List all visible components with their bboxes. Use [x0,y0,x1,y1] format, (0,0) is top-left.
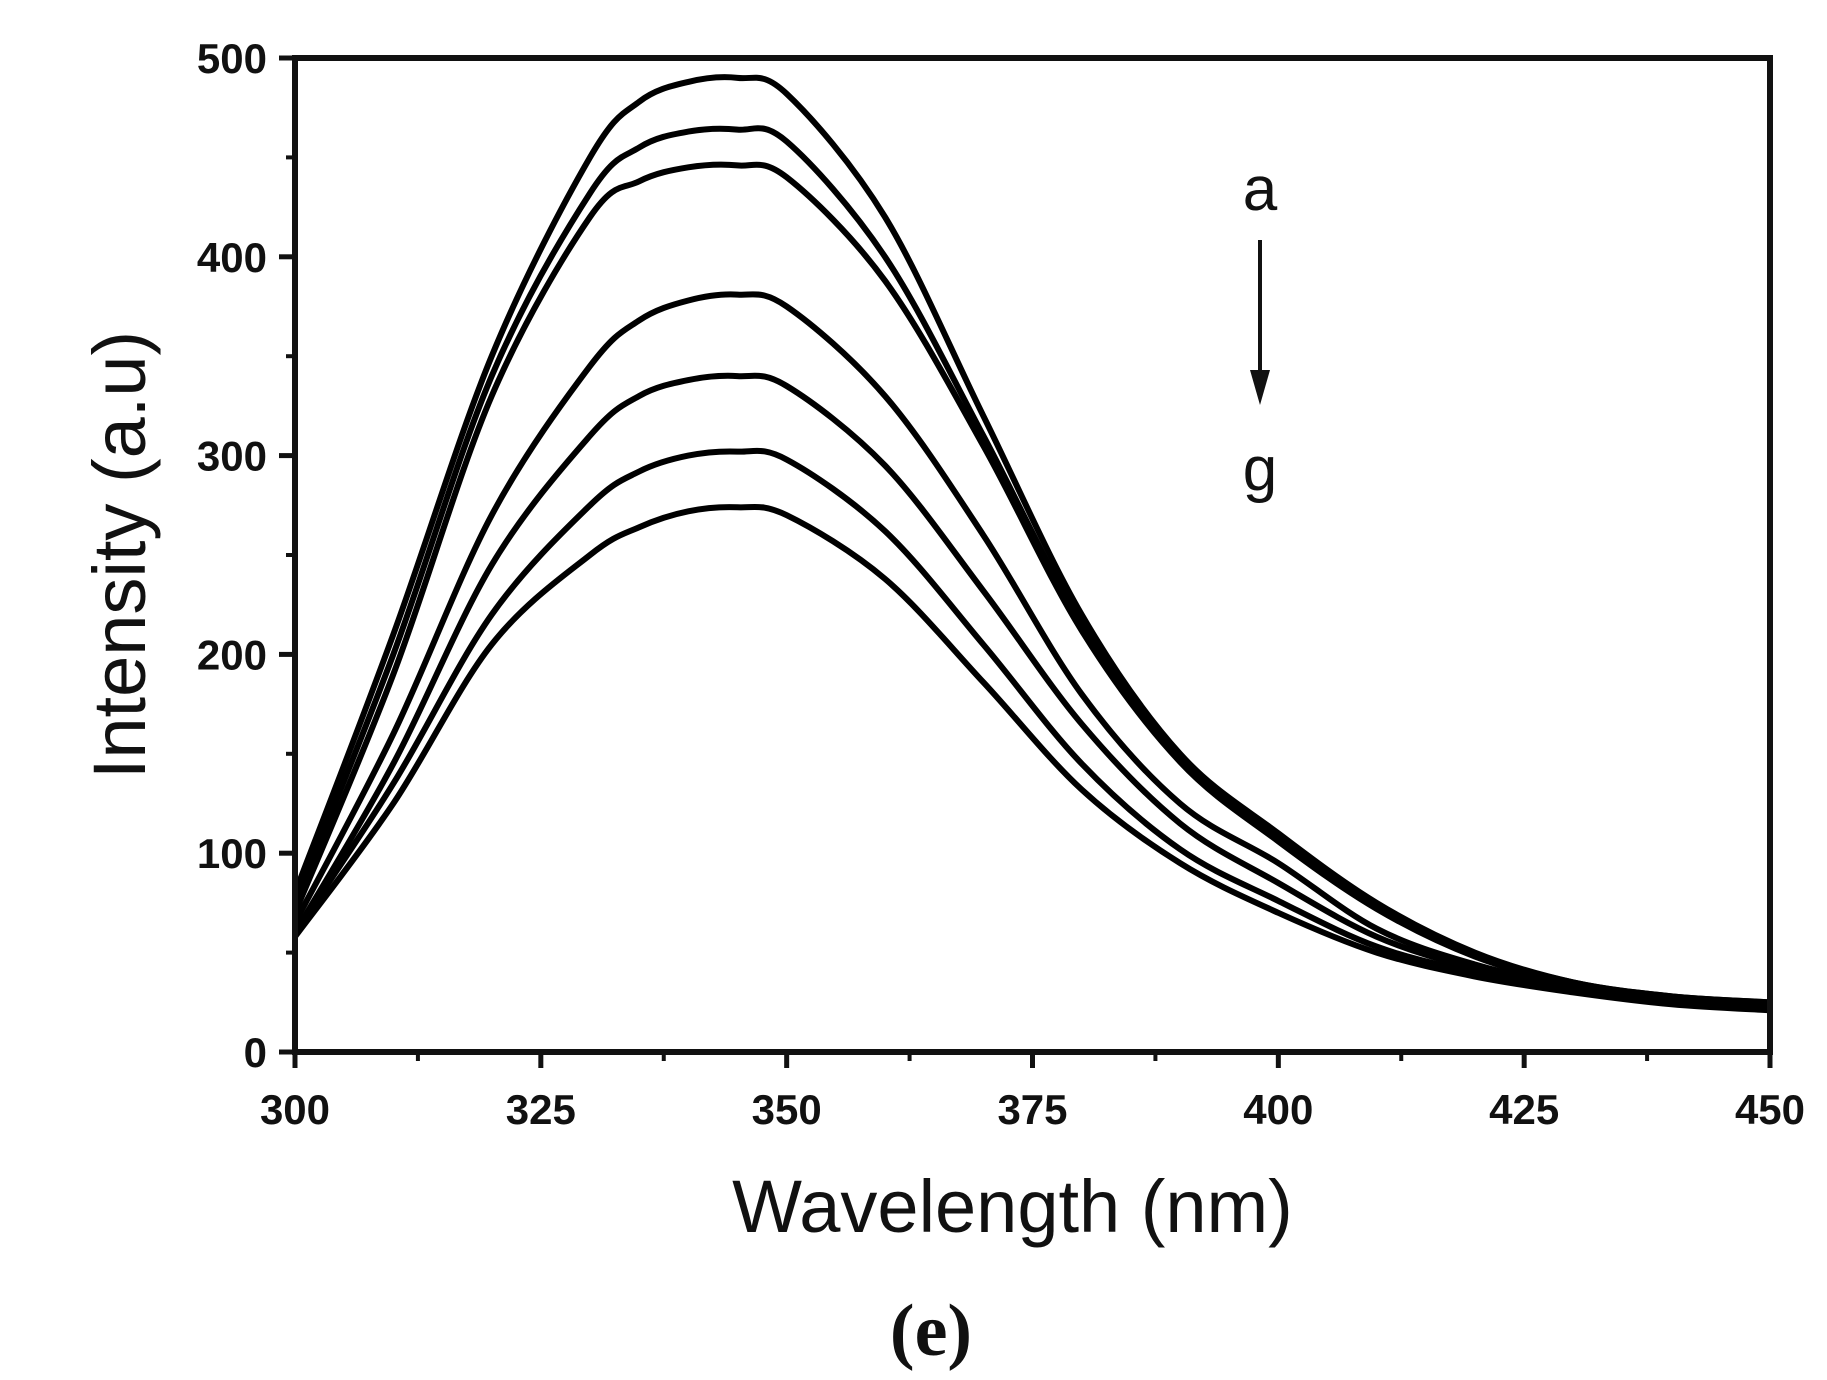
annotation-start-label: a [1243,155,1278,224]
series-line-b [292,125,1771,1006]
x-tick-label: 350 [752,1086,822,1133]
y-axis-title: Intensity (a.u) [78,331,161,779]
series-line-d [292,291,1771,1010]
plot-frame [292,55,1773,1055]
x-tick-label: 450 [1735,1086,1805,1133]
series-line-c [292,161,1771,1008]
y-tick-label: 200 [197,631,267,678]
y-tick-label: 500 [197,35,267,82]
x-tick-label: 375 [997,1086,1067,1133]
y-tick-label: 400 [197,234,267,281]
x-tick-label: 325 [506,1086,576,1133]
x-axis-title: Wavelength (nm) [732,1165,1293,1248]
x-tick-label: 300 [260,1086,330,1133]
annotation-end-label: g [1243,435,1277,504]
y-tick-label: 300 [197,433,267,480]
x-tick-label: 425 [1489,1086,1559,1133]
y-tick-label: 0 [244,1029,267,1076]
panel-label: (e) [890,1290,972,1372]
x-tick-label: 400 [1243,1086,1313,1133]
arrowhead-icon [1250,370,1270,405]
series-line-e [292,372,1771,1012]
series-line-g [292,503,1771,1014]
series-layer [292,74,1771,1014]
y-tick-label: 100 [197,830,267,877]
ticks-layer: 300 325 350 375 400 425 450 0 100 200 300 400 500 [197,35,1805,1133]
series-line-f [292,447,1771,1012]
